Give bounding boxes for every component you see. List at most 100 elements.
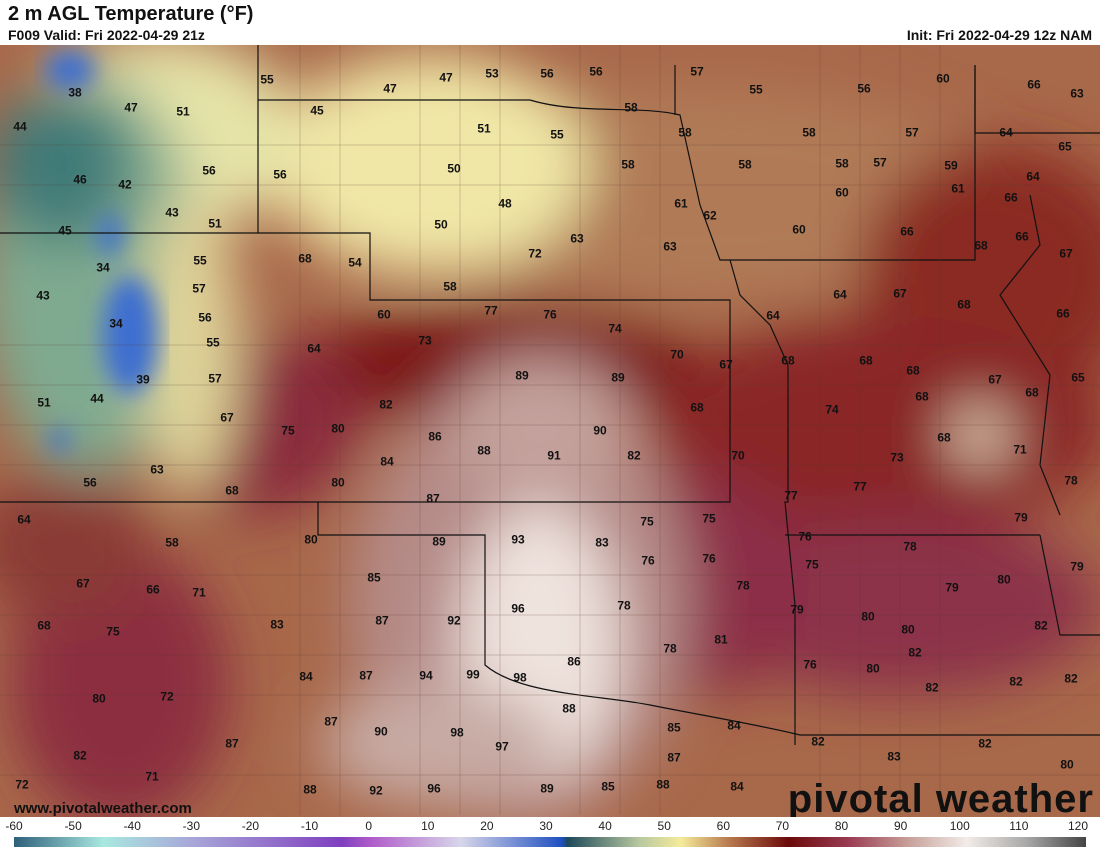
station-temp-label: 80 xyxy=(331,475,345,490)
station-temp-label: 67 xyxy=(76,576,90,591)
station-temp-label: 85 xyxy=(367,570,381,585)
station-temp-label: 63 xyxy=(570,231,584,246)
station-temp-label: 64 xyxy=(833,287,847,302)
station-temp-label: 68 xyxy=(1025,385,1039,400)
station-temp-label: 58 xyxy=(624,100,638,115)
station-temp-label: 99 xyxy=(466,667,480,682)
station-temp-label: 92 xyxy=(369,783,383,798)
station-temp-label: 45 xyxy=(310,103,324,118)
station-temp-label: 81 xyxy=(714,632,728,647)
station-temp-label: 65 xyxy=(1058,139,1072,154)
station-temp-label: 82 xyxy=(1009,674,1023,689)
temperature-field xyxy=(0,45,1100,817)
station-temp-label: 82 xyxy=(627,448,641,463)
station-temp-label: 58 xyxy=(738,157,752,172)
station-temp-label: 64 xyxy=(999,125,1013,140)
station-temp-label: 55 xyxy=(206,335,220,350)
station-temp-label: 63 xyxy=(150,462,164,477)
station-temp-label: 68 xyxy=(937,430,951,445)
station-temp-label: 57 xyxy=(208,371,222,386)
station-temp-label: 56 xyxy=(540,66,554,81)
station-temp-label: 85 xyxy=(667,720,681,735)
station-temp-label: 73 xyxy=(418,333,432,348)
station-temp-label: 77 xyxy=(484,303,498,318)
station-temp-label: 68 xyxy=(974,238,988,253)
station-temp-label: 56 xyxy=(198,310,212,325)
station-temp-label: 83 xyxy=(595,535,609,550)
station-temp-label: 66 xyxy=(1027,77,1041,92)
station-temp-label: 80 xyxy=(92,691,106,706)
colorbar-tick-label: 30 xyxy=(539,819,553,833)
station-temp-label: 67 xyxy=(220,410,234,425)
station-temp-label: 56 xyxy=(273,167,287,182)
station-temp-label: 80 xyxy=(901,622,915,637)
station-temp-label: 76 xyxy=(641,553,655,568)
station-temp-label: 79 xyxy=(1070,559,1084,574)
station-temp-label: 83 xyxy=(887,749,901,764)
station-temp-label: 88 xyxy=(303,782,317,797)
state-borders xyxy=(0,45,1100,745)
colorbar-tick-label: 90 xyxy=(893,819,908,833)
station-temp-label: 58 xyxy=(835,156,849,171)
colorbar-tick-label: 50 xyxy=(657,819,671,833)
colorbar-tick-label: -40 xyxy=(123,819,141,833)
station-temp-label: 57 xyxy=(192,281,206,296)
station-temp-label: 80 xyxy=(866,661,880,676)
station-temp-label: 34 xyxy=(109,316,123,331)
station-temp-label: 51 xyxy=(176,104,190,119)
station-temp-label: 51 xyxy=(477,121,491,136)
station-temp-label: 50 xyxy=(434,217,448,232)
station-temp-label: 92 xyxy=(447,613,461,628)
station-temp-label: 75 xyxy=(281,423,295,438)
station-temp-label: 84 xyxy=(299,669,313,684)
station-temp-label: 63 xyxy=(663,239,677,254)
colorbar-tick-label: 40 xyxy=(598,819,612,833)
station-temp-label: 89 xyxy=(611,370,625,385)
station-temp-label: 75 xyxy=(805,557,819,572)
colorbar-tick-label: 10 xyxy=(421,819,435,833)
colorbar-tick-label: -10 xyxy=(300,819,319,833)
station-temp-label: 75 xyxy=(702,511,716,526)
station-temp-label: 87 xyxy=(375,613,389,628)
colorbar-tick-label: 100 xyxy=(949,819,970,833)
station-temp-label: 98 xyxy=(450,725,464,740)
station-temp-label: 60 xyxy=(835,185,849,200)
station-temp-label: 46 xyxy=(73,172,87,187)
station-temp-label: 59 xyxy=(944,158,958,173)
station-temp-label: 86 xyxy=(567,654,581,669)
pivotal-weather-logo: pivotal weather xyxy=(787,777,1094,817)
station-temp-label: 75 xyxy=(640,514,654,529)
station-temp-label: 82 xyxy=(925,680,939,695)
station-temp-label: 87 xyxy=(324,714,338,729)
station-temp-label: 42 xyxy=(118,177,132,192)
colorbar-tick-label: -30 xyxy=(182,819,200,833)
station-temp-label: 64 xyxy=(17,512,31,527)
station-temp-label: 38 xyxy=(68,85,82,100)
station-temp-label: 70 xyxy=(731,448,745,463)
station-temp-label: 66 xyxy=(1015,229,1029,244)
station-temp-label: 82 xyxy=(811,734,825,749)
station-temp-label: 78 xyxy=(903,539,917,554)
station-temp-label: 82 xyxy=(1034,618,1048,633)
station-temp-label: 89 xyxy=(540,781,554,796)
station-temp-label: 67 xyxy=(1059,246,1073,261)
colorbar-ticks: -60 -50 -40 -30 -20 -10 0 10 20 30 40 50 60 70 80 90 100… xyxy=(0,819,1100,835)
station-temp-label: 98 xyxy=(513,670,527,685)
station-temp-label: 63 xyxy=(1070,86,1084,101)
colorbar-tick-label: 70 xyxy=(775,819,790,833)
station-temp-label: 85 xyxy=(601,779,615,794)
station-temp-label: 87 xyxy=(667,750,681,765)
station-temp-label: 66 xyxy=(1004,190,1018,205)
station-temp-label: 84 xyxy=(727,718,741,733)
station-temp-label: 78 xyxy=(736,578,750,593)
station-temp-label: 87 xyxy=(426,491,440,506)
station-temp-label: 78 xyxy=(663,641,677,656)
station-temp-label: 68 xyxy=(37,618,51,633)
colorbar-tick-label: 80 xyxy=(834,819,849,833)
station-temp-label: 58 xyxy=(165,535,179,550)
station-temp-label: 80 xyxy=(1060,757,1074,772)
colorbar-tick-label: 60 xyxy=(716,819,731,833)
station-temp-label: 68 xyxy=(225,483,239,498)
station-temp-label: 82 xyxy=(908,645,922,660)
station-temp-label: 55 xyxy=(550,127,564,142)
